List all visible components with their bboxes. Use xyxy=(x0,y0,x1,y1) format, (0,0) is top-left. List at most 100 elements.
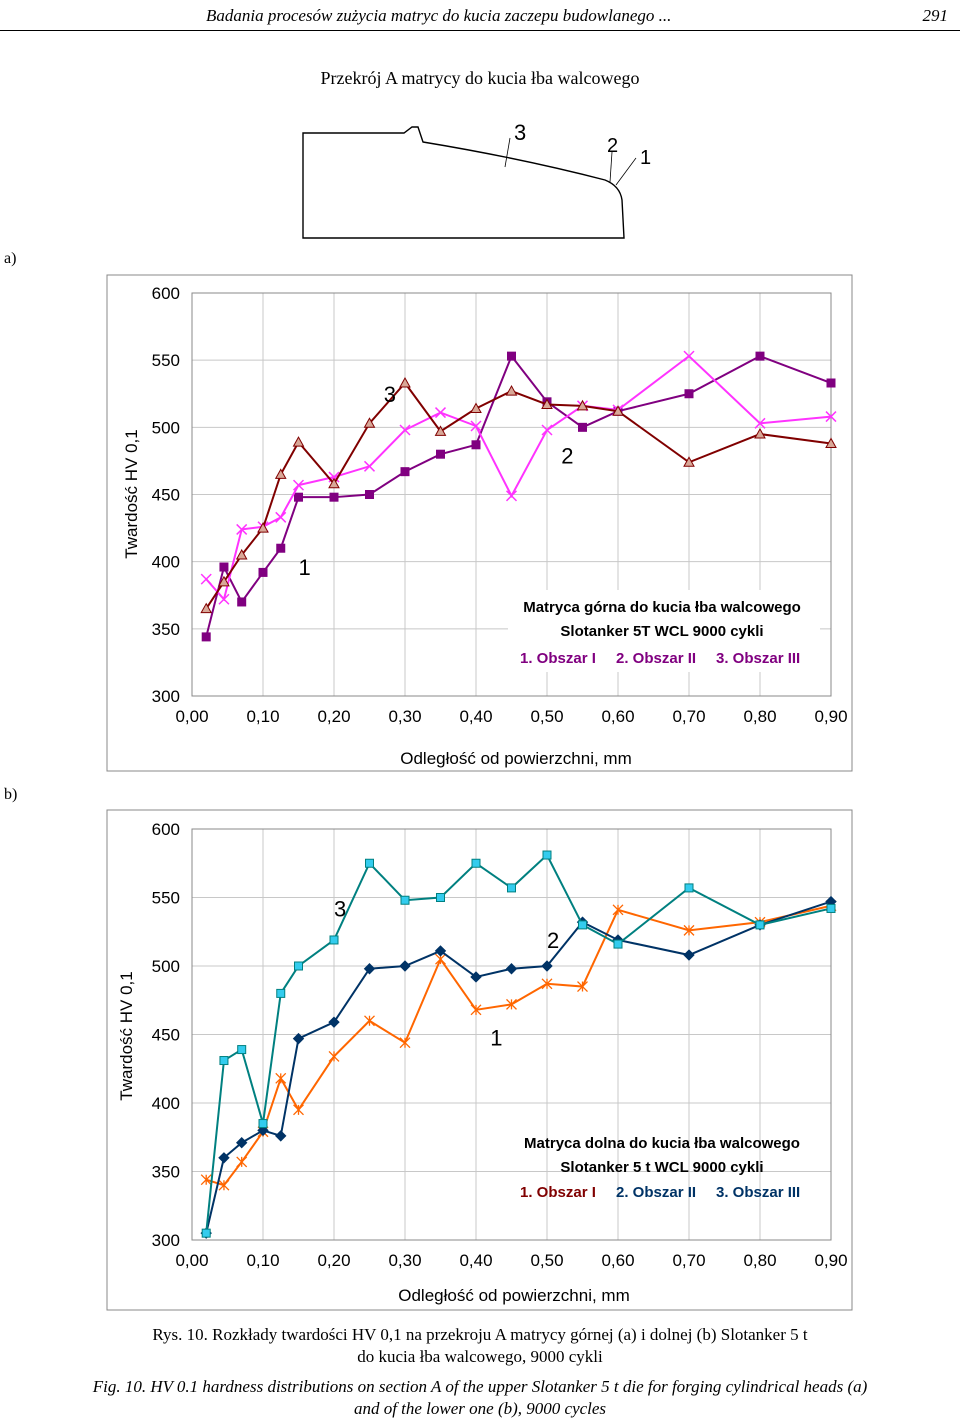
chart-a-series-3-point xyxy=(200,602,213,614)
chart-b-series-3-point xyxy=(365,858,374,868)
chart-a-ytick-label: 450 xyxy=(152,486,180,505)
chart-b-series-3-point xyxy=(400,895,410,905)
chart-b-series-2-point xyxy=(292,1032,305,1045)
chart-a-series-2-point xyxy=(399,424,411,436)
chart-a-series-2-point xyxy=(292,479,305,491)
chart-a-series-3-point xyxy=(505,385,518,396)
chart-b-series-1-point xyxy=(541,978,553,990)
chart-a-series-line-1 xyxy=(205,354,832,638)
section-label-2: 2 xyxy=(607,135,618,157)
chart-b-xlabel: Odległość od powierzchni, mm xyxy=(398,1286,629,1305)
chart-b-xtick-label: 0,30 xyxy=(388,1251,421,1270)
chart-b-annotation-3: 3 xyxy=(334,897,346,922)
cross-section-drawing: 3 2 1 xyxy=(302,120,651,239)
chart-a-series-3-point xyxy=(541,398,553,409)
chart-a-xtick-label: 0,00 xyxy=(175,707,208,726)
chart-a-series-3-point xyxy=(825,437,837,448)
chart-b-series-3-point xyxy=(276,988,286,998)
chart-a-series-3-point xyxy=(328,477,340,489)
chart-a-series-2-point xyxy=(434,407,447,419)
chart-a-legend-line1: Matryca górna do kucia łba walcowego xyxy=(523,599,801,616)
chart-b-xtick-label: 0,70 xyxy=(672,1251,705,1270)
chart-b-ytick-label: 450 xyxy=(152,1026,180,1045)
chart-a-ytick-label: 350 xyxy=(152,620,180,639)
chart-b-xtick-label: 0,60 xyxy=(601,1251,634,1270)
chart-b-series-3-point xyxy=(258,1119,268,1129)
chart-b-series-3-point xyxy=(237,1045,247,1055)
chart-a-xtick-label: 0,60 xyxy=(601,707,634,726)
chart-a-series-1-point xyxy=(400,467,410,477)
chart-b-plot-area xyxy=(191,828,832,1241)
chart-a-annotation-2: 2 xyxy=(561,444,573,469)
chart-b-series-1-point xyxy=(293,1104,304,1116)
chart-a-series-2-point xyxy=(363,460,376,472)
chart-a-annotation-3: 3 xyxy=(384,382,396,407)
chart-a-annotation-1: 1 xyxy=(299,555,311,580)
chart-b-series-1-point xyxy=(275,1072,287,1084)
chart-b-series-3-point xyxy=(826,903,836,913)
chart-b-series-line-3 xyxy=(205,853,832,1234)
chart-b-series-1-point xyxy=(612,904,624,916)
chart-a-series-2-point xyxy=(236,523,248,535)
chart-b-series-3-point xyxy=(294,961,303,971)
running-header: Badania procesów zużycia matryc do kucia… xyxy=(0,0,960,32)
section-label-1: 1 xyxy=(640,147,651,169)
chart-a-series-3-point xyxy=(612,405,624,416)
chart-b-ylabel: Twardość HV 0,1 xyxy=(117,971,136,1100)
chart-b-series-1-point xyxy=(218,1179,230,1191)
chart-a-series-1-point xyxy=(755,351,765,361)
chart-b-series-2-point xyxy=(363,963,376,975)
chart-a-series-2-point xyxy=(275,511,287,523)
chart-a-ytick-label: 600 xyxy=(152,284,180,303)
chart-b-series-3-point xyxy=(684,883,694,893)
chart-a-plot-area xyxy=(191,292,832,697)
chart-a-xtick-label: 0,40 xyxy=(459,707,492,726)
chart-a-frame xyxy=(106,274,853,772)
chart-a: 300 350 400 450 500 550 600 0,00 0,10 0,20 0,30 0,4… xyxy=(106,274,853,772)
chart-a-series-1-point xyxy=(276,543,286,553)
chart-a-series-1-point xyxy=(258,567,268,577)
chart-a-series-1-point xyxy=(201,632,211,642)
chart-b-series-2-point xyxy=(275,1130,287,1142)
chart-a-series-1-point xyxy=(578,422,587,432)
chart-a-xtick-label: 0,50 xyxy=(530,707,563,726)
chart-a-series-1-point xyxy=(471,440,481,450)
panel-label-b: b) xyxy=(4,786,18,803)
running-title: Badania procesów zużycia matryc do kucia… xyxy=(206,6,672,25)
chart-b-series-1-point xyxy=(683,924,695,936)
chart-b-series-2-point xyxy=(683,949,695,961)
section-label-3: 3 xyxy=(514,120,526,145)
chart-b-xtick-label: 0,20 xyxy=(317,1251,350,1270)
chart-b-series-1-point xyxy=(236,1156,248,1168)
chart-b-series-2-point xyxy=(541,960,553,972)
chart-b-xtick-label: 0,80 xyxy=(743,1251,776,1270)
chart-a-ytick-label: 500 xyxy=(152,418,180,437)
caption-en: Fig. 10. HV 0.1 hardness distributions o… xyxy=(0,1376,960,1420)
chart-b-series-2-point xyxy=(434,945,447,957)
chart-b-ytick-label: 550 xyxy=(152,889,180,908)
chart-b-series-1-point xyxy=(364,1015,375,1027)
cross-section-outline xyxy=(302,126,625,239)
chart-a-legend-item3: 3. Obszar III xyxy=(716,650,800,667)
chart-b-legend-line1: Matryca dolna do kucia łba walcowego xyxy=(524,1135,800,1152)
chart-a-series-2-point xyxy=(470,420,482,432)
chart-b-legend-line2: Slotanker 5 t WCL 9000 cykli xyxy=(560,1159,763,1176)
chart-a-series-3-point xyxy=(257,522,269,533)
chart-a-xtick-label: 0,70 xyxy=(672,707,705,726)
chart-a-legend-item2: 2. Obszar II xyxy=(616,650,696,667)
chart-b-ytick-label: 300 xyxy=(152,1231,180,1250)
chart-b-xtick-label: 0,00 xyxy=(175,1251,208,1270)
chart-b-series-3-point xyxy=(755,920,765,930)
chart-b-ytick-label: 600 xyxy=(152,820,180,839)
chart-a-series-2-point xyxy=(825,411,837,423)
page-number: 291 xyxy=(922,6,949,25)
chart-a-legend-item1: 1. Obszar I xyxy=(520,650,596,667)
chart-a-series-3-point xyxy=(683,456,695,467)
chart-b-series-1-point xyxy=(470,1004,482,1016)
chart-b-series-1-point xyxy=(328,1050,340,1062)
chart-a-series-2-point xyxy=(683,350,695,362)
chart-b-series-3-point xyxy=(219,1056,229,1066)
chart-a-xtick-label: 0,30 xyxy=(388,707,421,726)
chart-b-ytick-label: 350 xyxy=(152,1163,180,1182)
chart-b-ytick-label: 500 xyxy=(152,957,180,976)
